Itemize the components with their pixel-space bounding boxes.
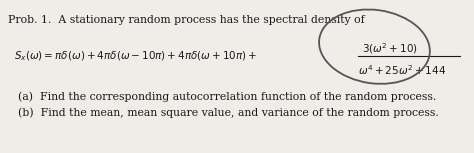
Text: Prob. 1.  A stationary random process has the spectral density of: Prob. 1. A stationary random process has…: [8, 15, 365, 25]
Text: (b)  Find the mean, mean square value, and variance of the random process.: (b) Find the mean, mean square value, an…: [18, 107, 439, 118]
Text: (a)  Find the corresponding autocorrelation function of the random process.: (a) Find the corresponding autocorrelati…: [18, 91, 436, 102]
Text: $3(\omega^2+10)$: $3(\omega^2+10)$: [362, 42, 418, 56]
Text: $\omega^4+25\omega^2+144$: $\omega^4+25\omega^2+144$: [358, 63, 446, 77]
Text: $S_x(\omega) = \pi\delta(\omega) + 4\pi\delta(\omega - 10\pi) + 4\pi\delta(\omeg: $S_x(\omega) = \pi\delta(\omega) + 4\pi\…: [14, 49, 257, 63]
